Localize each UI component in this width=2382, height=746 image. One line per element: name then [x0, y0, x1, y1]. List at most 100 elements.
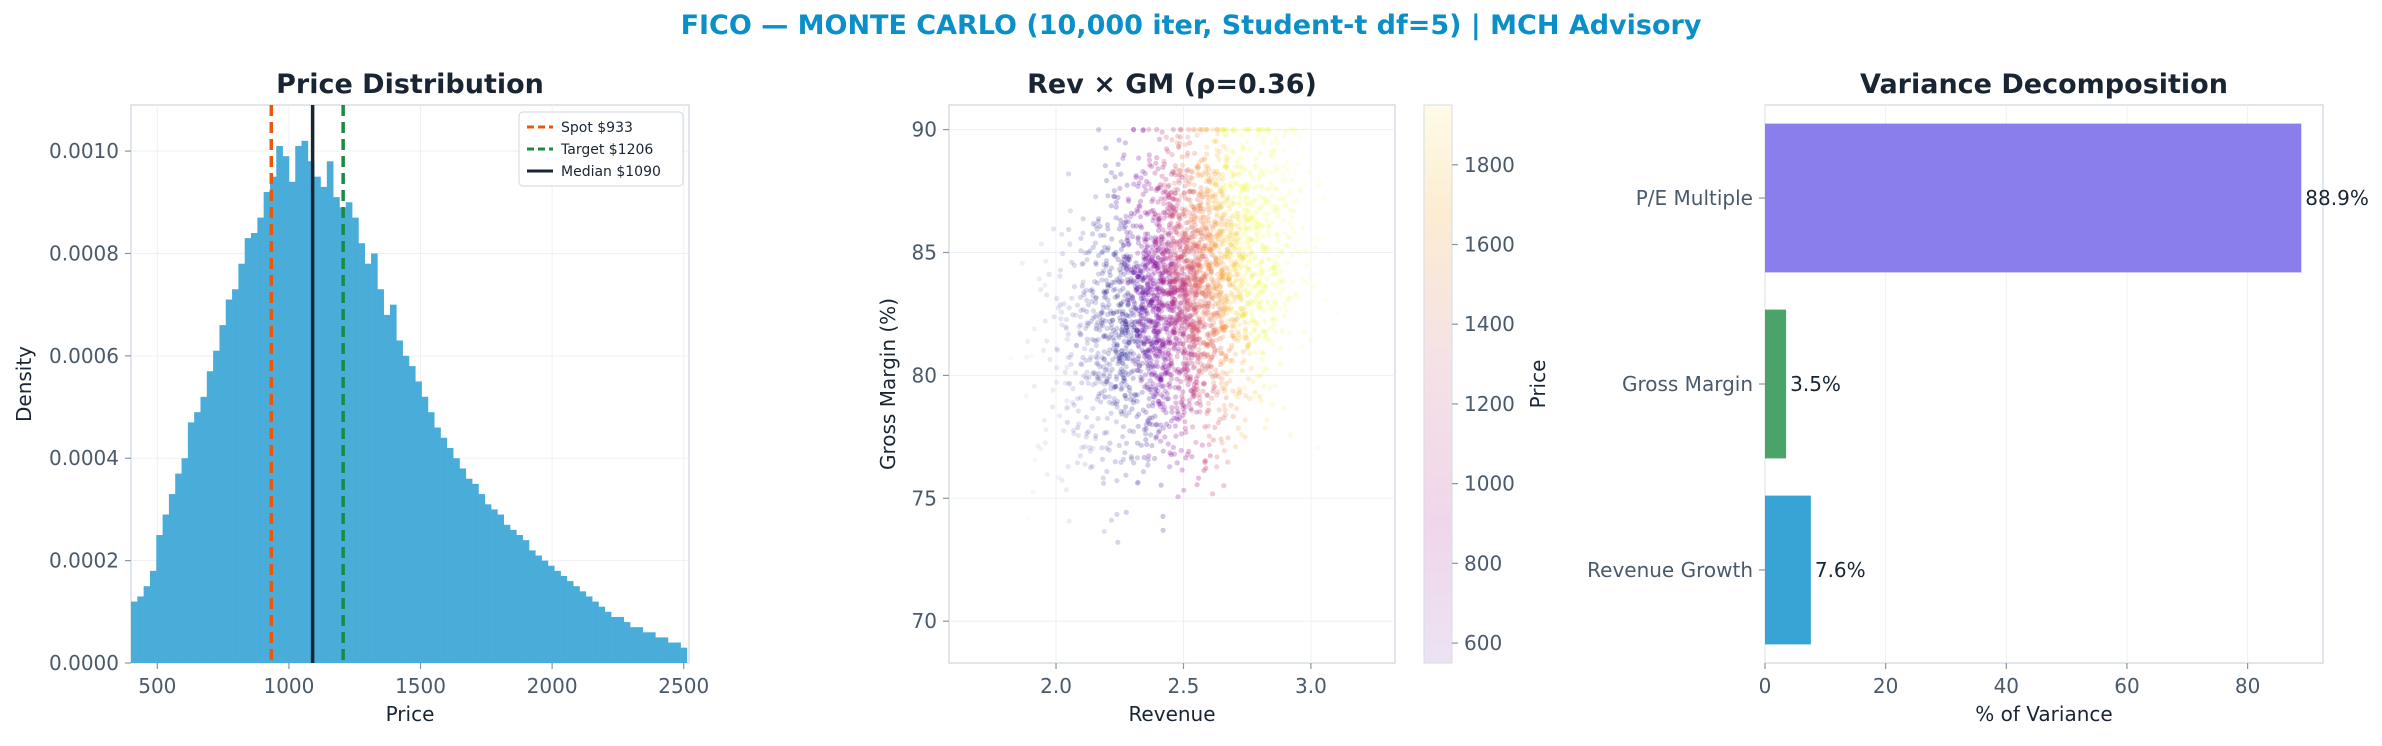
scatter-point	[1134, 327, 1141, 333]
scatter-point	[1161, 277, 1167, 283]
scatter-point	[1149, 415, 1155, 421]
y-tick-label: 90	[912, 118, 937, 142]
scatter-point	[1193, 309, 1199, 315]
scatter-point	[1202, 277, 1208, 283]
x-tick-label: 40	[1994, 674, 2019, 698]
scatter-point	[1205, 331, 1211, 337]
scatter-point	[1264, 366, 1270, 372]
scatter-point	[1174, 353, 1180, 360]
scatter-point	[1181, 211, 1187, 217]
scatter-point	[1193, 301, 1199, 307]
scatter-point	[1148, 266, 1154, 272]
scatter-point	[1077, 331, 1084, 337]
scatter-point	[1114, 277, 1120, 283]
scatter-point	[1269, 154, 1275, 160]
histogram-bar	[168, 494, 176, 663]
scatter-point	[1150, 277, 1157, 283]
scatter-point	[1228, 273, 1234, 279]
scatter-point	[1140, 407, 1146, 413]
scatter-point	[1155, 216, 1162, 222]
scatter-point	[1084, 430, 1090, 436]
scatter-point	[1119, 278, 1125, 284]
scatter-point	[1175, 494, 1181, 500]
scatter-point	[1114, 349, 1120, 355]
scatter-point	[1124, 313, 1130, 319]
scatter-point	[1189, 339, 1195, 345]
scatter-point	[1136, 330, 1143, 336]
scatter-point	[1174, 240, 1180, 246]
scatter-point	[1162, 267, 1168, 273]
scatter-point	[1108, 410, 1114, 416]
scatter-point	[1183, 361, 1189, 367]
scatter-point	[1135, 234, 1141, 240]
scatter-point	[1293, 293, 1299, 299]
scatter-point	[1209, 197, 1215, 203]
scatter-point	[1141, 236, 1147, 242]
scatter-point	[1172, 279, 1178, 285]
scatter-point	[1256, 176, 1262, 182]
scatter-point	[1106, 268, 1112, 275]
scatter-point	[1155, 306, 1162, 312]
scatter-point	[1162, 388, 1168, 394]
scatter-point	[1155, 278, 1162, 284]
scatter-point	[1099, 270, 1106, 276]
scatter-point	[1205, 400, 1212, 406]
scatter-point	[1273, 135, 1279, 142]
scatter-point	[1087, 448, 1093, 454]
scatter-point	[1195, 355, 1201, 361]
scatter-point	[1106, 302, 1112, 308]
scatter-point	[1261, 195, 1267, 201]
scatter-point	[1155, 185, 1161, 191]
scatter-point	[1151, 214, 1157, 220]
scatter-point	[1155, 314, 1161, 320]
scatter-point	[1138, 310, 1144, 316]
scatter-point	[1203, 293, 1209, 299]
scatter-point	[1154, 260, 1160, 266]
scatter-point	[1107, 308, 1114, 314]
scatter-point	[1091, 369, 1097, 376]
scatter-point	[1259, 289, 1265, 295]
scatter-point	[1142, 306, 1148, 312]
scatter-point	[1291, 208, 1297, 214]
scatter-point	[1172, 163, 1178, 169]
scatter-point	[1113, 215, 1119, 221]
scatter-point	[1272, 148, 1278, 154]
scatter-point	[1089, 423, 1095, 429]
scatter-point	[1171, 170, 1177, 176]
scatter-point	[1165, 396, 1171, 402]
scatter-point	[1141, 296, 1147, 302]
scatter-point	[1212, 233, 1219, 239]
scatter-point	[1193, 281, 1199, 287]
scatter-point	[1206, 177, 1212, 183]
scatter-point	[1191, 324, 1197, 330]
scatter-point	[1245, 342, 1251, 348]
scatter-point	[1220, 312, 1226, 318]
scatter-point	[1175, 348, 1181, 355]
scatter-point	[1096, 371, 1102, 377]
scatter-point	[1130, 223, 1136, 229]
scatter-point	[1158, 482, 1164, 488]
scatter-point	[1265, 228, 1271, 234]
scatter-point	[1181, 345, 1187, 351]
scatter-point	[1099, 310, 1105, 316]
scatter-point	[1236, 390, 1242, 396]
category-label: Gross Margin	[1622, 372, 1753, 396]
scatter-point	[1269, 139, 1275, 145]
scatter-point	[1270, 266, 1276, 272]
scatter-point	[1216, 260, 1222, 267]
scatter-point	[1229, 224, 1235, 230]
scatter-point	[1243, 335, 1249, 341]
scatter-point	[1205, 304, 1211, 310]
scatter-point	[1192, 289, 1198, 295]
scatter-point	[1223, 210, 1229, 216]
scatter-point	[1186, 448, 1192, 454]
scatter-point	[1273, 204, 1279, 210]
scatter-point	[1210, 327, 1216, 333]
scatter-point	[1184, 257, 1190, 263]
scatter-point	[1237, 188, 1243, 194]
scatter-point	[1223, 324, 1229, 330]
scatter-point	[1075, 408, 1081, 414]
scatter-point	[1226, 239, 1232, 245]
scatter-point	[1170, 300, 1176, 306]
scatter-point	[1228, 222, 1234, 228]
